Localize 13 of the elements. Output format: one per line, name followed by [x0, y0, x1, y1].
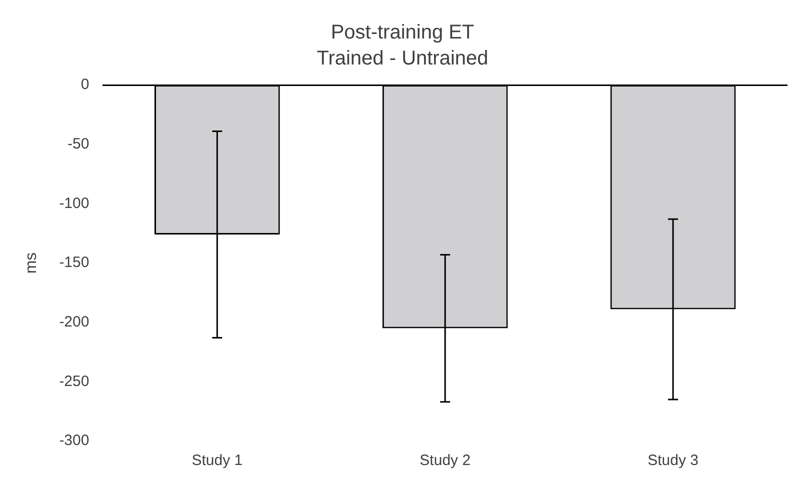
x-tick-label: Study 2 — [420, 452, 471, 470]
x-tick-label: Study 3 — [648, 452, 698, 470]
y-tick-label: -100 — [59, 194, 90, 212]
y-axis-title: ms — [23, 252, 40, 274]
y-tick-label: 0 — [80, 76, 90, 94]
x-tick-label: Study 1 — [192, 452, 243, 470]
y-tick-label: -300 — [59, 432, 90, 450]
y-tick-label: -200 — [59, 313, 90, 330]
chart-title: Post-training ET — [330, 22, 474, 44]
y-tick-label: -50 — [68, 135, 90, 152]
y-tick-label: -150 — [59, 254, 90, 272]
y-tick-label: -250 — [59, 372, 90, 390]
chart-subtitle: Trained - Untrained — [316, 48, 488, 70]
